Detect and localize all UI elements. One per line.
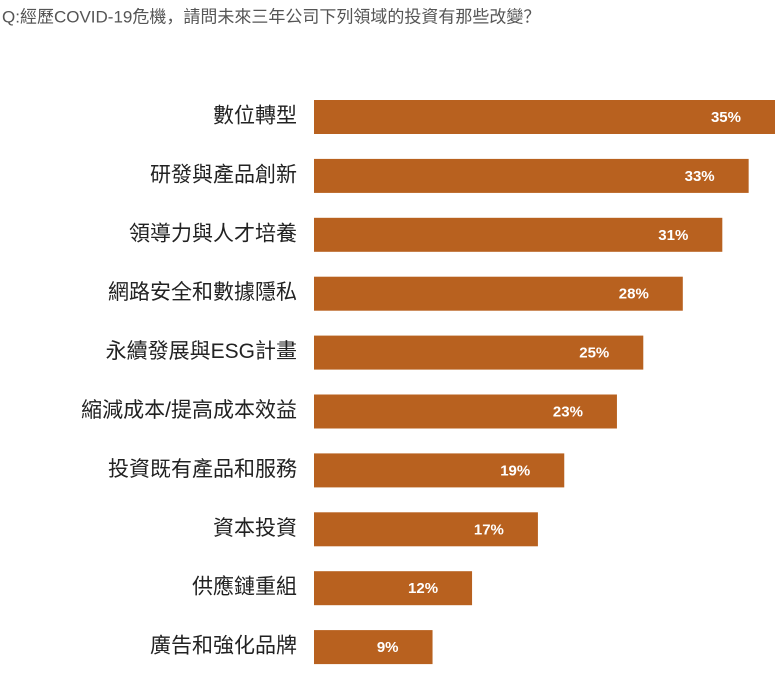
category-label: 投資既有產品和服務: [108, 458, 297, 481]
value-label: 12%: [408, 580, 438, 597]
value-label: 31%: [658, 227, 688, 244]
bar: [314, 335, 644, 370]
category-label: 研發與產品創新: [150, 163, 297, 186]
value-label: 35%: [711, 109, 741, 126]
value-label: 17%: [474, 521, 504, 538]
bar: [314, 630, 433, 665]
value-label: 23%: [553, 403, 583, 420]
value-label: 9%: [377, 639, 399, 656]
value-label: 25%: [579, 345, 609, 362]
value-label: 19%: [500, 462, 530, 479]
category-label: 網路安全和數據隱私: [108, 281, 297, 304]
bar: [314, 571, 473, 606]
bar: [314, 453, 565, 488]
category-label: 數位轉型: [213, 105, 297, 128]
bar: [314, 512, 538, 547]
bar: [314, 394, 617, 429]
bar: [314, 276, 683, 311]
category-label: 廣告和強化品牌: [150, 635, 297, 658]
bar: [314, 158, 749, 193]
category-label: 永續發展與ESG計畫: [106, 340, 297, 363]
bar: [314, 100, 775, 134]
value-label: 28%: [619, 286, 649, 303]
category-label: 領導力與人才培養: [129, 222, 297, 245]
category-label: 資本投資: [213, 517, 297, 540]
bar: [314, 217, 723, 252]
chart-title: Q:經歷COVID-19危機，請問未來三年公司下列領域的投資有那些改變？: [2, 7, 540, 26]
value-label: 33%: [685, 168, 715, 185]
category-label: 縮減成本/提高成本效益: [81, 399, 297, 422]
category-label: 供應鏈重組: [192, 575, 297, 599]
